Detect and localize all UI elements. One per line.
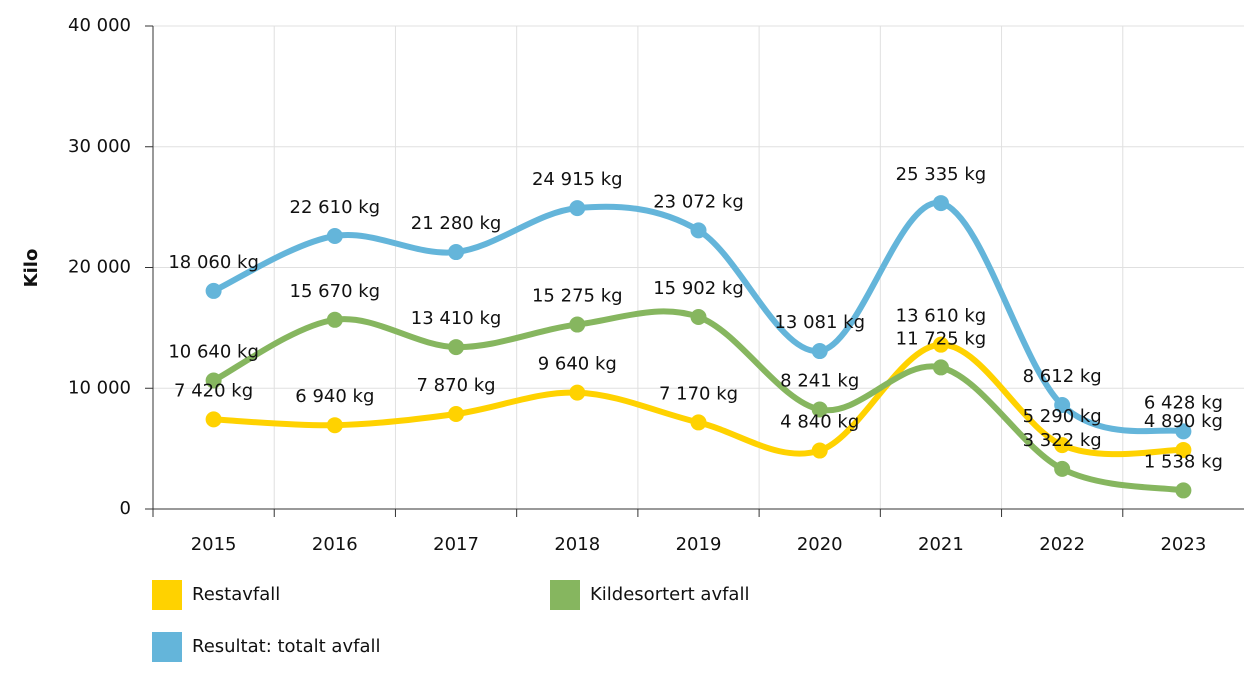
data-label: 24 915 kg	[532, 169, 623, 190]
point	[448, 244, 465, 261]
point	[1175, 482, 1192, 499]
point	[1054, 437, 1071, 454]
y-tick-label: 20 000	[68, 257, 131, 278]
data-label: 11 725 kg	[896, 328, 987, 349]
data-label: 9 640 kg	[538, 354, 617, 375]
data-label: 8 241 kg	[780, 370, 859, 391]
point	[690, 414, 707, 431]
data-label: 15 902 kg	[653, 278, 744, 299]
legend-swatch	[152, 580, 182, 610]
data-label: 6 940 kg	[295, 386, 374, 407]
y-axis-label: Kilo	[21, 249, 42, 288]
data-label: 3 322 kg	[1023, 430, 1102, 451]
y-tick-label: 40 000	[68, 15, 131, 36]
legend-swatch	[550, 580, 580, 610]
x-tick-label: 2016	[312, 534, 358, 555]
legend-swatch	[152, 632, 182, 662]
data-label: 10 640 kg	[168, 342, 259, 363]
legend-label: Resultat: totalt avfall	[192, 636, 380, 657]
point	[205, 282, 222, 299]
x-tick-label: 2021	[918, 534, 964, 555]
y-tick-label: 10 000	[68, 377, 131, 398]
x-tick-label: 2017	[433, 534, 479, 555]
point	[326, 227, 343, 244]
point	[690, 308, 707, 325]
series-line	[210, 341, 1187, 458]
data-label: 18 060 kg	[168, 252, 259, 273]
point	[690, 222, 707, 239]
legend-label: Restavfall	[192, 584, 280, 605]
data-label: 13 610 kg	[896, 306, 987, 327]
point	[569, 200, 586, 217]
data-label: 7 870 kg	[417, 375, 496, 396]
data-label: 7 170 kg	[659, 383, 738, 404]
data-label: 4 840 kg	[780, 412, 859, 433]
point	[1054, 460, 1071, 477]
data-label: 1 538 kg	[1144, 451, 1223, 472]
point	[932, 195, 949, 212]
point	[932, 336, 949, 353]
x-tick-label: 2018	[554, 534, 600, 555]
x-tick-label: 2015	[191, 534, 237, 555]
data-label: 4 890 kg	[1144, 411, 1223, 432]
series-line	[210, 200, 1187, 435]
data-label: 15 275 kg	[532, 286, 623, 307]
point	[1175, 441, 1192, 458]
point	[569, 384, 586, 401]
x-tick-label: 2019	[676, 534, 722, 555]
x-tick-label: 2020	[797, 534, 843, 555]
y-tick-label: 30 000	[68, 136, 131, 157]
point	[932, 359, 949, 376]
data-label: 7 420 kg	[174, 380, 253, 401]
data-label: 13 410 kg	[411, 308, 502, 329]
point	[205, 411, 222, 428]
point	[811, 401, 828, 418]
point	[326, 417, 343, 434]
point	[1054, 397, 1071, 414]
point	[326, 311, 343, 328]
y-tick-label: 0	[120, 498, 131, 519]
data-label: 5 290 kg	[1023, 406, 1102, 427]
data-label: 21 280 kg	[411, 213, 502, 234]
point	[205, 372, 222, 389]
data-label: 6 428 kg	[1144, 392, 1223, 413]
point	[811, 343, 828, 360]
data-label: 22 610 kg	[290, 197, 381, 218]
x-tick-label: 2023	[1160, 534, 1206, 555]
point	[569, 316, 586, 333]
point	[811, 442, 828, 459]
data-label: 13 081 kg	[774, 312, 865, 333]
data-label: 23 072 kg	[653, 191, 744, 212]
point	[448, 405, 465, 422]
legend-label: Kildesortert avfall	[590, 584, 749, 605]
point	[1175, 423, 1192, 440]
data-label: 25 335 kg	[896, 164, 987, 185]
data-label: 15 670 kg	[290, 281, 381, 302]
x-tick-label: 2022	[1039, 534, 1085, 555]
point	[448, 339, 465, 356]
data-label: 8 612 kg	[1023, 366, 1102, 387]
